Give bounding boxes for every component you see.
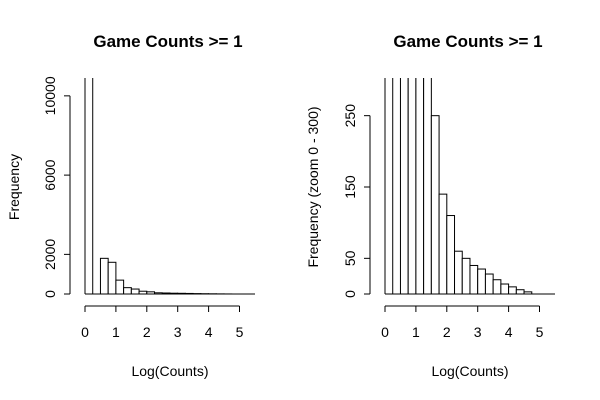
x-tick-label: 3 [474,324,482,340]
x-tick-label: 5 [536,324,544,340]
histogram-bar [492,279,502,294]
y-tick-label: 6000 [42,159,58,190]
x-tick-label: 0 [381,324,389,340]
histogram-bar [515,289,525,294]
histogram-bar [130,288,140,294]
y-tick-label: 10000 [42,76,58,115]
histogram-bar [84,78,94,294]
x-tick-label: 4 [505,324,513,340]
histogram-bar [384,78,394,294]
y-tick-label: 0 [42,290,58,298]
histogram-bar [461,257,471,294]
histogram-bar [115,279,125,294]
y-tick-label: 150 [342,175,358,199]
x-tick-label: 2 [143,324,151,340]
chart-title: Game Counts >= 1 [93,32,242,51]
x-tick-label: 3 [174,324,182,340]
x-tick-label: 1 [412,324,420,340]
bars-group [384,78,533,294]
y-axis-label: Frequency [6,154,22,220]
y-tick-label: 250 [342,104,358,128]
histogram-bar [99,257,109,294]
histogram-bar [423,78,432,294]
bars-group [84,78,233,294]
histogram-bar [430,115,440,294]
chart-panel-left: Game Counts >= 1 0 1 2 3 4 5 Log(Counts) 0 2000 60… [6,32,255,379]
histogram-bar [477,268,486,294]
x-tick-label: 1 [112,324,120,340]
histogram-bar [123,287,132,294]
histogram-bar [399,78,409,294]
x-axis-label: Log(Counts) [431,363,508,379]
x-tick-label: 5 [236,324,244,340]
histogram-bar [454,250,463,294]
histogram-bar [415,78,425,294]
y-tick-label: 0 [342,290,358,298]
histogram-bar [446,215,456,294]
y-tick-label: 2000 [42,239,58,270]
y-tick-label: 50 [342,250,358,266]
histogram-bar [484,273,494,294]
y-axis-label: Frequency (zoom 0 - 300) [305,106,321,267]
histogram-bar [508,286,517,294]
histogram-bar [107,261,117,294]
histogram-bar [469,264,479,294]
x-axis-label: Log(Counts) [131,363,208,379]
chart-title: Game Counts >= 1 [393,32,542,51]
histogram-bar [407,78,417,294]
histogram-bar [500,283,510,294]
x-tick-label: 4 [205,324,213,340]
x-tick-label: 2 [443,324,451,340]
chart-panel-right: Game Counts >= 1 0 1 2 3 4 5 Log(Counts) 0 50 150 2… [305,32,555,379]
x-tick-label: 0 [81,324,89,340]
histogram-bar [438,193,448,294]
